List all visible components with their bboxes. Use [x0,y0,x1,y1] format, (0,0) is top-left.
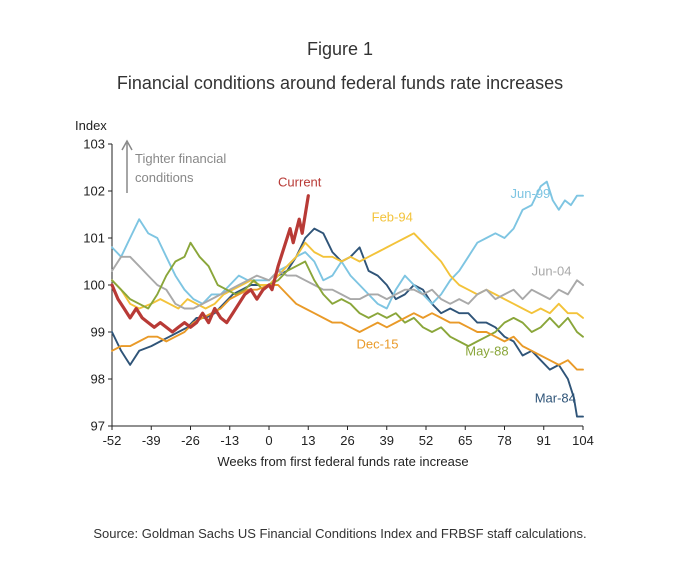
x-axis-label: Weeks from first federal funds rate incr… [217,454,468,469]
x-tick-label: -52 [103,433,122,448]
x-tick-label: -26 [181,433,200,448]
x-tick-label: 104 [572,433,594,448]
annotation-line-2: conditions [135,170,194,185]
x-tick-label: 65 [458,433,472,448]
figure-label: Figure 1 [307,39,373,59]
chart-title: Financial conditions around federal fund… [117,73,563,93]
up-arrowhead-icon [121,139,133,151]
x-tick-label: 13 [301,433,315,448]
y-tick-label: 103 [83,137,105,152]
series-label-mar-84: Mar-84 [535,391,576,406]
series-line-feb-94 [111,232,584,319]
x-tick-label: -39 [142,433,161,448]
y-tick-label: 99 [91,325,105,340]
annotation-line-1: Tighter financial [135,151,226,166]
y-tick-label: 97 [91,419,105,434]
source-note: Source: Goldman Sachs US Financial Condi… [93,526,587,541]
y-tick-label: 98 [91,372,105,387]
tighter-conditions-annotation: Tighter financial conditions [121,139,226,193]
y-tick-label: 101 [83,231,105,246]
series-label-current: Current [278,174,322,189]
series-line-jun-04 [111,255,584,310]
series-label-jun-04: Jun-04 [532,264,572,279]
axes: 97 98 99 100 101 102 103 -52 -39 -26 -13 0 13 26 39 52 6… [83,137,594,449]
x-tick-label: 78 [497,433,511,448]
series-lines [110,180,584,418]
y-axis-label: Index [75,118,107,133]
x-tick-label: 52 [419,433,433,448]
x-tick-label: 26 [340,433,354,448]
series-line-may-88 [111,241,584,348]
series-labels: Mar-84 Jun-99 Feb-94 Jun-04 May-88 Dec-15 Curr… [278,174,576,405]
series-label-may-88: May-88 [465,344,508,359]
x-tick-label: 0 [265,433,272,448]
series-line-mar-84 [111,227,584,418]
y-tick-label: 100 [83,278,105,293]
y-tick-label: 102 [83,184,105,199]
x-tick-label: 39 [380,433,394,448]
series-line-current [110,194,310,334]
series-label-feb-94: Feb-94 [372,210,413,225]
series-line-jun-99 [111,180,584,310]
series-label-dec-15: Dec-15 [357,336,399,351]
x-tick-label: -13 [220,433,239,448]
series-label-jun-99: Jun-99 [511,186,551,201]
x-tick-label: 91 [537,433,551,448]
